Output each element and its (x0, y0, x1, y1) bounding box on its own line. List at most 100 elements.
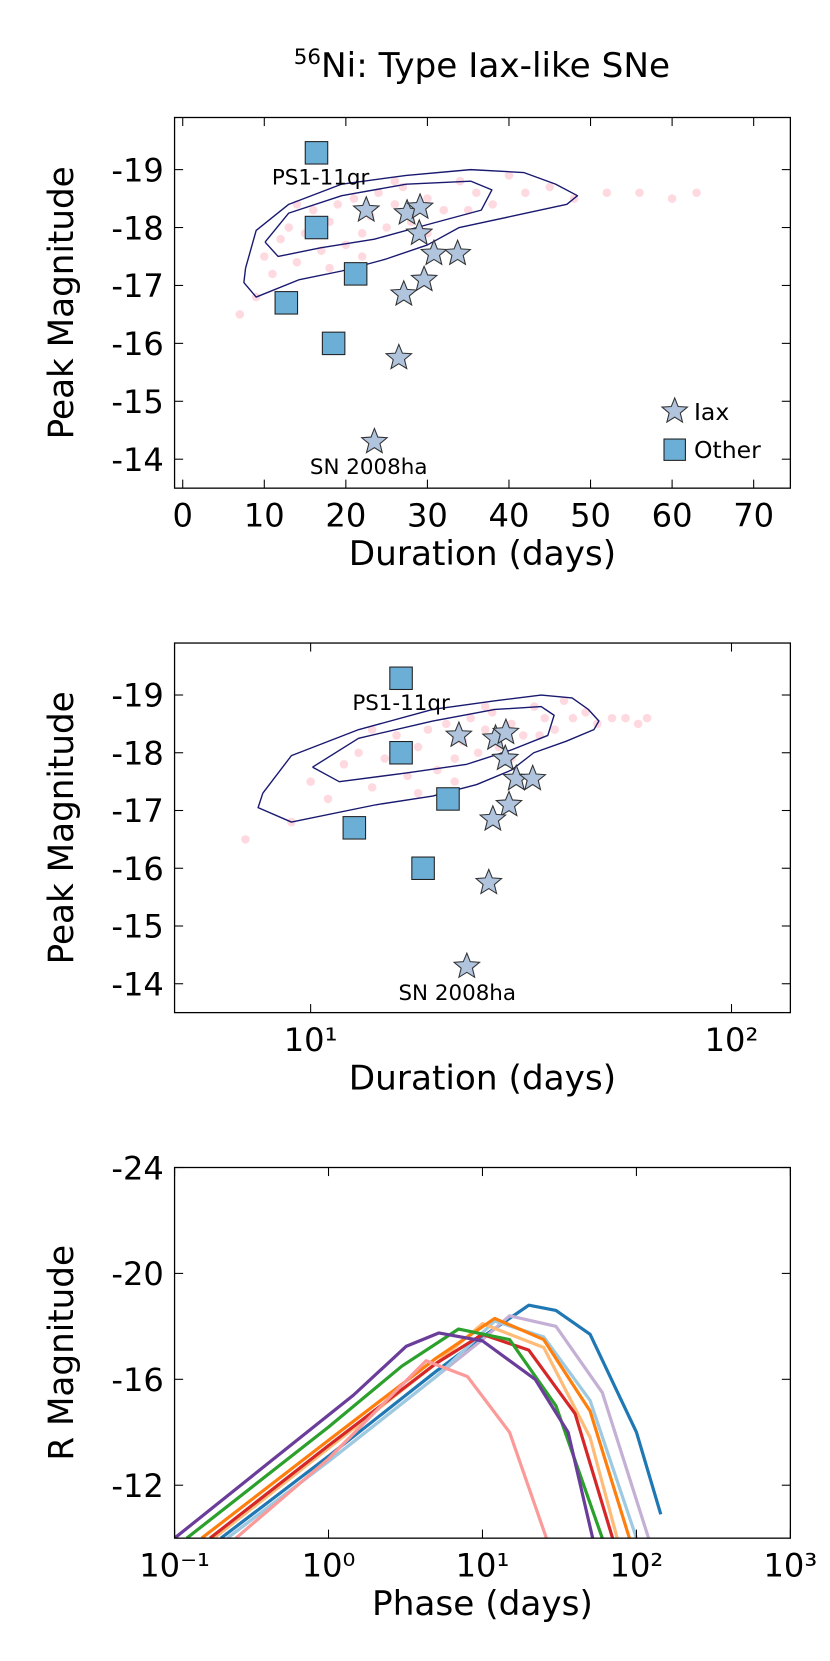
light-curve (234, 1359, 548, 1539)
star-marker (491, 717, 520, 745)
sample-point (308, 205, 318, 215)
square-marker (342, 816, 367, 840)
sample-point (621, 713, 630, 723)
contour (264, 180, 493, 258)
sample-point (357, 229, 367, 238)
square-marker (304, 215, 329, 240)
sample-point (545, 182, 555, 192)
y-tick-label: -15 (111, 908, 163, 946)
x-tick-label: 40 (489, 497, 530, 535)
x-tick-label: 10¹ (456, 1547, 510, 1585)
sample-point (413, 742, 423, 752)
x-tick-label: 0 (172, 497, 192, 535)
annotation: PS1-11qr (272, 166, 370, 191)
light-curve (200, 1316, 631, 1539)
sample-point (241, 835, 250, 844)
x-tick-label: 50 (570, 497, 611, 535)
star-marker (410, 264, 439, 292)
sample-point (367, 725, 377, 734)
contour (312, 705, 555, 783)
star-marker (405, 218, 434, 246)
x-tick-label: 10⁻¹ (139, 1547, 210, 1585)
legend-swatch (660, 396, 689, 424)
axes-frame (173, 116, 792, 489)
x-tick-label: 30 (407, 497, 448, 535)
sample-point (382, 223, 391, 232)
sample-point (333, 200, 342, 209)
sample-point (518, 731, 528, 740)
sample-point (667, 194, 677, 203)
x-axis-label: Phase (days) (372, 1584, 593, 1624)
square-marker (321, 331, 346, 356)
y-tick-label: -20 (111, 1255, 163, 1293)
sample-point (507, 719, 516, 729)
plot-area (235, 141, 701, 454)
sample-point (521, 188, 530, 198)
sample-point (380, 754, 390, 763)
sample-point (306, 777, 315, 786)
y-axis-label: Peak Magnitude (42, 691, 82, 964)
sample-point (642, 713, 652, 723)
x-axis-label: Duration (days) (349, 534, 616, 574)
square-marker (389, 666, 413, 691)
sample-point (325, 263, 334, 273)
plot-area (174, 1303, 663, 1539)
sample-point (339, 760, 349, 769)
sample-point (441, 719, 451, 729)
sample-point (235, 310, 245, 319)
sample-point (559, 696, 569, 706)
axes-frame (173, 642, 792, 1014)
sample-point (581, 708, 590, 717)
sample-point (488, 200, 497, 209)
sample-point (450, 754, 460, 763)
square-marker (389, 741, 413, 765)
sample-point (260, 252, 269, 261)
square-marker (343, 262, 368, 286)
y-tick-label: -17 (111, 267, 163, 305)
x-tick-label: 10 (244, 497, 285, 535)
annotation: PS1-11qr (352, 691, 450, 716)
sample-point (439, 205, 449, 215)
sample-point (568, 713, 578, 723)
sample-point (481, 725, 490, 734)
y-axis-label: Peak Magnitude (42, 166, 82, 439)
axes-frame (173, 1166, 792, 1539)
y-tick-label: -24 (111, 1149, 163, 1187)
sample-point (463, 205, 473, 215)
sample-point (473, 748, 483, 758)
star-marker (443, 238, 472, 266)
legend-label: Iax (694, 398, 729, 426)
y-tick-label: -12 (111, 1467, 163, 1505)
light-curve (174, 1331, 595, 1539)
sample-point (472, 188, 481, 198)
star-marker (360, 426, 389, 454)
sample-point (423, 725, 433, 734)
star-marker (406, 192, 435, 220)
y-tick-label: -14 (111, 441, 163, 479)
sample-point (354, 748, 363, 758)
sample-point (413, 788, 423, 798)
x-tick-label: 70 (733, 497, 774, 535)
sample-point (635, 188, 644, 198)
light-curve (219, 1303, 663, 1539)
star-marker (491, 743, 520, 771)
light-curve (185, 1327, 604, 1539)
title-text: Ni: Type Iax-like SNe (321, 46, 670, 86)
sample-point (392, 731, 401, 740)
sample-point (433, 765, 442, 775)
star-marker (419, 238, 449, 266)
contour (257, 694, 600, 823)
sample-point (633, 719, 643, 729)
y-tick-label: -19 (111, 151, 163, 189)
sample-point (692, 188, 701, 198)
sample-point (423, 194, 432, 203)
sample-point (602, 188, 612, 198)
sample-point (284, 223, 294, 232)
x-tick-label: 10¹ (284, 1021, 338, 1059)
y-tick-label: -17 (111, 792, 163, 830)
x-tick-label: 10² (705, 1021, 759, 1059)
y-tick-label: -16 (111, 1361, 163, 1399)
star-marker (494, 789, 524, 817)
